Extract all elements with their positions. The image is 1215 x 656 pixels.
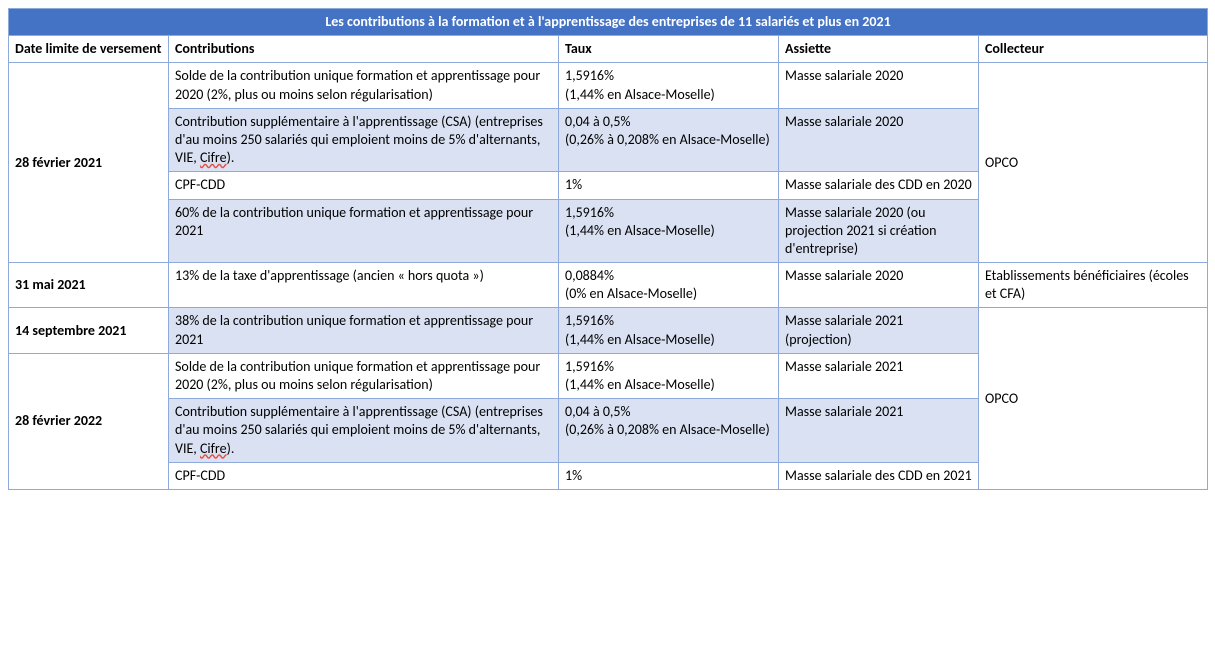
- cell-contribution: CPF-CDD: [169, 172, 559, 199]
- cell-taux: 1%: [559, 462, 779, 489]
- table-title: Les contributions à la formation et à l'…: [9, 9, 1208, 36]
- column-header-taux: Taux: [559, 36, 779, 63]
- cell-assiette: Masse salariale 2020: [779, 63, 979, 108]
- cell-assiette: Masse salariale 2020: [779, 263, 979, 308]
- cell-contribution: 38% de la contribution unique formation …: [169, 308, 559, 353]
- cell-contribution: Solde de la contribution unique formatio…: [169, 353, 559, 398]
- cell-assiette: Masse salariale 2020 (ou projection 2021…: [779, 199, 979, 263]
- table-header-row: Date limite de versement Contributions T…: [9, 36, 1208, 63]
- cell-assiette: Masse salariale des CDD en 2021: [779, 462, 979, 489]
- column-header-contributions: Contributions: [169, 36, 559, 63]
- cell-contribution: Contribution supplémentaire à l'apprenti…: [169, 108, 559, 172]
- cell-taux: 1,5916%(1,44% en Alsace-Moselle): [559, 199, 779, 263]
- cell-collecteur: OPCO: [979, 63, 1208, 263]
- cell-date: 28 février 2021: [9, 63, 169, 263]
- column-header-assiette: Assiette: [779, 36, 979, 63]
- table-row: 14 septembre 202138% de la contribution …: [9, 308, 1208, 353]
- cell-assiette: Masse salariale 2021 (projection): [779, 308, 979, 353]
- table-title-row: Les contributions à la formation et à l'…: [9, 9, 1208, 36]
- cell-taux: 1,5916%(1,44% en Alsace-Moselle): [559, 353, 779, 398]
- cell-date: 28 février 2022: [9, 353, 169, 489]
- cell-assiette: Masse salariale des CDD en 2020: [779, 172, 979, 199]
- cell-assiette: Masse salariale 2020: [779, 108, 979, 172]
- cell-contribution: Contribution supplémentaire à l'apprenti…: [169, 399, 559, 463]
- cell-contribution: 13% de la taxe d'apprentissage (ancien «…: [169, 263, 559, 308]
- cell-collecteur: Etablissements bénéficiaires (écoles et …: [979, 263, 1208, 308]
- cell-taux: 0,04 à 0,5%(0,26% à 0,208% en Alsace-Mos…: [559, 108, 779, 172]
- cell-contribution: CPF-CDD: [169, 462, 559, 489]
- cell-taux: 0,04 à 0,5%(0,26% à 0,208% en Alsace-Mos…: [559, 399, 779, 463]
- column-header-date: Date limite de versement: [9, 36, 169, 63]
- cell-date: 14 septembre 2021: [9, 308, 169, 353]
- cell-assiette: Masse salariale 2021: [779, 353, 979, 398]
- cell-taux: 1%: [559, 172, 779, 199]
- column-header-collecteur: Collecteur: [979, 36, 1208, 63]
- table-row: 31 mai 202113% de la taxe d'apprentissag…: [9, 263, 1208, 308]
- cell-assiette: Masse salariale 2021: [779, 399, 979, 463]
- cell-date: 31 mai 2021: [9, 263, 169, 308]
- cell-taux: 1,5916%(1,44% en Alsace-Moselle): [559, 63, 779, 108]
- contributions-table: Les contributions à la formation et à l'…: [8, 8, 1208, 490]
- table-row: 28 février 2021Solde de la contribution …: [9, 63, 1208, 108]
- cell-taux: 1,5916%(1,44% en Alsace-Moselle): [559, 308, 779, 353]
- cell-taux: 0,0884%(0% en Alsace-Moselle): [559, 263, 779, 308]
- cell-collecteur: OPCO: [979, 308, 1208, 490]
- cell-contribution: Solde de la contribution unique formatio…: [169, 63, 559, 108]
- cell-contribution: 60% de la contribution unique formation …: [169, 199, 559, 263]
